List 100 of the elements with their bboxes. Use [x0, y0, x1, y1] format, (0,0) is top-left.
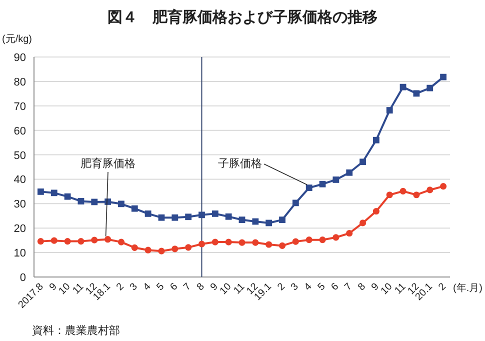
y-tick-label: 20 — [14, 223, 26, 236]
point — [292, 200, 299, 206]
x-tick-label: 11 — [232, 281, 248, 296]
point — [360, 158, 366, 166]
x-tick-label: 10 — [57, 281, 73, 297]
point — [118, 238, 125, 246]
point — [78, 198, 84, 204]
point — [64, 238, 71, 245]
point — [172, 214, 178, 221]
point — [50, 237, 58, 244]
point — [144, 246, 152, 254]
point — [266, 241, 272, 248]
point — [279, 216, 286, 223]
x-tick-label: 2 — [276, 281, 288, 294]
point — [225, 238, 232, 246]
point — [440, 183, 447, 190]
x-tick-label: 6 — [168, 281, 180, 294]
point — [372, 136, 380, 144]
point — [400, 84, 406, 90]
point — [346, 230, 353, 237]
x-tick-label: 10 — [379, 281, 396, 297]
point — [266, 220, 272, 226]
x-tick-label: 9 — [370, 281, 382, 294]
point — [91, 236, 98, 244]
point — [346, 169, 353, 176]
point — [440, 74, 446, 80]
x-tick-label: 5 — [154, 281, 167, 294]
point — [238, 239, 246, 246]
point — [332, 176, 340, 183]
point — [91, 198, 98, 206]
point — [372, 208, 380, 215]
point — [158, 214, 165, 221]
point — [426, 186, 434, 194]
chart-title: 図４ 肥育豚価格および子豚価格の推移 — [108, 8, 378, 26]
point — [172, 246, 178, 252]
point — [118, 200, 124, 208]
point — [306, 236, 312, 244]
point — [64, 193, 71, 200]
x-tick-label: 7 — [342, 281, 355, 294]
y-tick-label: 90 — [14, 52, 26, 64]
x-axis-title: (年.月) — [453, 282, 482, 294]
point — [37, 238, 44, 245]
point — [131, 205, 138, 212]
point — [332, 234, 340, 241]
x-tick-label: 8 — [195, 281, 208, 294]
x-tick-label: 9 — [208, 281, 221, 294]
point — [50, 190, 58, 196]
y-tick-label: 40 — [14, 174, 26, 186]
text: 子豚価格 — [218, 158, 262, 170]
point — [426, 84, 434, 92]
x-tick-label: 4 — [302, 281, 315, 294]
point — [144, 210, 152, 217]
y-tick-label: 60 — [14, 125, 26, 138]
point — [104, 236, 112, 243]
point — [198, 240, 206, 248]
x-tick-label: 8 — [356, 281, 368, 294]
point — [413, 192, 420, 198]
x-tick-label: 3 — [289, 281, 302, 294]
point — [78, 238, 84, 245]
x-tick-label: 11 — [70, 281, 86, 296]
point — [278, 242, 286, 250]
x-tick-label: 2 — [114, 281, 127, 294]
point — [386, 192, 393, 198]
y-tick-label: 0 — [20, 272, 26, 284]
point — [319, 180, 326, 188]
x-tick-label: 5 — [316, 281, 328, 294]
point — [38, 188, 44, 195]
point — [131, 244, 138, 251]
point — [400, 188, 406, 194]
x-tick-label: 9 — [48, 281, 60, 294]
y-tick-label: 30 — [14, 198, 26, 211]
point — [386, 107, 393, 114]
y-tick-label: 70 — [14, 100, 26, 113]
point — [252, 218, 259, 225]
y-tick-label: 80 — [14, 76, 26, 88]
point — [252, 239, 259, 246]
point — [306, 184, 312, 191]
x-tick-label: 3 — [128, 281, 140, 294]
x-tick-label: 6 — [329, 281, 342, 294]
point — [185, 244, 192, 251]
point — [212, 238, 218, 246]
point — [319, 236, 326, 244]
point — [158, 248, 165, 254]
point — [292, 238, 299, 245]
x-tick-label: 11 — [393, 281, 408, 296]
point — [198, 212, 205, 218]
x-tick-label: 4 — [141, 281, 154, 294]
x-tick-label: 7 — [182, 281, 194, 294]
text: 肥育豚価格 — [80, 157, 136, 170]
point — [185, 214, 192, 220]
text: 資料：農業農村部 — [32, 324, 120, 337]
y-axis-title: (元/kg) — [2, 34, 32, 45]
point — [225, 213, 232, 220]
point — [359, 220, 366, 226]
x-tick-label: 10 — [218, 281, 234, 297]
point — [238, 216, 246, 223]
y-tick-label: 10 — [14, 248, 26, 260]
point — [212, 210, 218, 217]
y-tick-label: 50 — [14, 150, 26, 162]
x-tick-label: 2 — [436, 281, 449, 294]
